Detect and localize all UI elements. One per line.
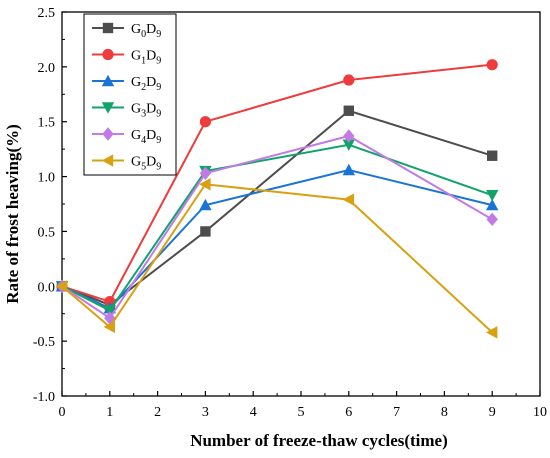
x-tick-label: 6 [345, 405, 352, 420]
data-point [487, 150, 498, 161]
data-point [343, 74, 355, 86]
y-tick-label: 0.5 [38, 225, 56, 240]
y-tick-label: -1.0 [33, 390, 55, 405]
y-tick-label: 0.0 [38, 280, 56, 295]
data-point [486, 190, 499, 202]
legend-item-g5d9: G5D9 [92, 154, 161, 173]
x-tick-label: 0 [59, 405, 66, 420]
x-tick-label: 1 [106, 405, 113, 420]
data-point [199, 116, 211, 128]
data-point [199, 178, 211, 191]
data-point [342, 139, 355, 151]
data-point [199, 166, 212, 180]
legend-item-g0d9: G0D9 [92, 22, 161, 40]
legend-swatch-marker [101, 102, 115, 114]
data-point [486, 326, 498, 339]
legend-label: G3D9 [131, 102, 161, 120]
legend-swatch-marker [102, 127, 114, 141]
data-point [103, 320, 115, 334]
y-tick-label: 2.5 [38, 6, 56, 21]
legend-box [83, 13, 177, 176]
data-point [199, 198, 212, 211]
data-point [343, 129, 355, 143]
x-tick-label: 5 [298, 405, 305, 420]
y-tick-label: -0.5 [33, 335, 55, 350]
x-tick-label: 10 [533, 405, 547, 420]
legend: G0D9 G1D9 G2D9 G3D9 G4D9 G5D9 [83, 13, 177, 176]
legend-label: G1D9 [131, 49, 161, 67]
x-tick-label: 8 [441, 405, 448, 420]
legend-swatch-marker [102, 48, 114, 61]
legend-label: G4D9 [131, 128, 161, 146]
legend-swatch-marker [101, 154, 114, 167]
data-point [486, 59, 498, 71]
legend-item-g4d9: G4D9 [92, 127, 161, 146]
x-tick-label: 9 [489, 405, 496, 420]
legend-item-g1d9: G1D9 [92, 49, 161, 67]
x-tick-label: 2 [154, 405, 161, 420]
y-tick-label: 1.5 [38, 116, 56, 131]
axes: 0 1 2 3 4 5 6 7 8 9 10 -1.0 -0.5 0.0 0.5 1.0 1.5 2.0 2.5 [33, 6, 547, 420]
data-point [486, 212, 498, 227]
data-point [342, 163, 355, 176]
series-g5d9 [55, 178, 498, 339]
legend-item-g2d9: G2D9 [92, 74, 161, 93]
legend-swatch-marker [101, 74, 115, 87]
data-point [103, 305, 116, 317]
data-point [55, 280, 68, 293]
x-tick-label: 7 [393, 405, 400, 420]
data-point [200, 226, 211, 237]
legend-swatch-marker [102, 22, 114, 34]
data-point [343, 105, 354, 116]
legend-label: G0D9 [131, 22, 161, 40]
y-axis-title: Rate of frost heaving(%) [3, 124, 22, 304]
legend-label: G5D9 [131, 155, 161, 173]
data-point [342, 193, 354, 206]
legend-item-g3d9: G3D9 [92, 102, 161, 120]
y-tick-label: 1.0 [38, 171, 56, 186]
series-line [61, 183, 493, 334]
data-point [486, 198, 499, 211]
x-tick-label: 4 [250, 405, 257, 420]
legend-label: G2D9 [131, 75, 161, 93]
series-layer [55, 59, 499, 339]
x-tick-label: 3 [202, 405, 209, 420]
y-tick-label: 2.0 [38, 61, 56, 76]
x-axis-title: Number of freeze-thaw cycles(time) [190, 431, 448, 450]
